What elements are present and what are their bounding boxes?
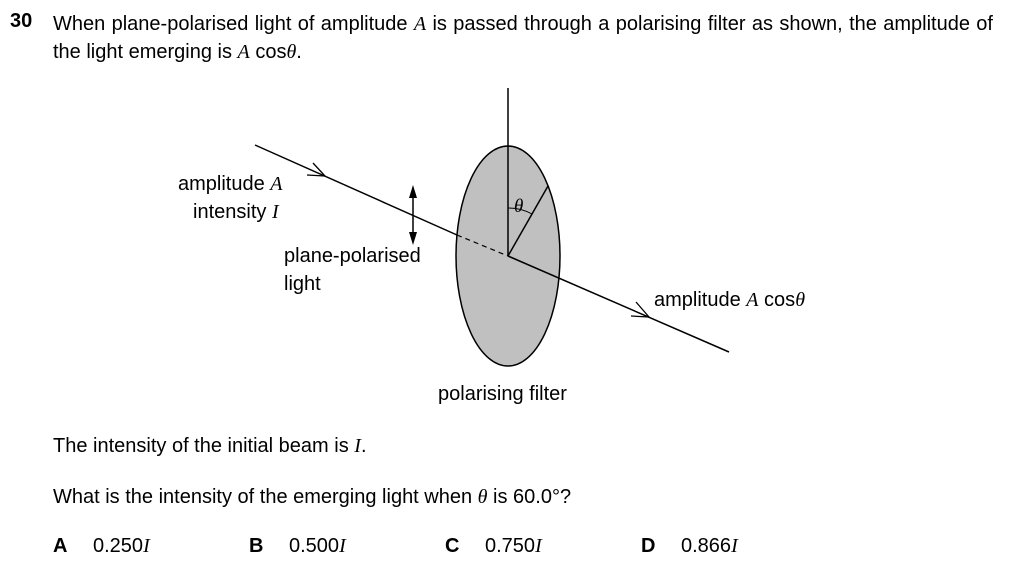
stem-amplitude-var: A <box>413 13 427 35</box>
label-emerging-text: amplitude <box>654 289 747 311</box>
filter-angled-axis <box>507 185 549 257</box>
question-stem: When plane-polarised light of amplitude … <box>53 10 993 66</box>
label-intensity: intensity I <box>193 198 279 226</box>
intensity-suffix: . <box>360 435 367 457</box>
option-d-unit: I <box>731 535 738 557</box>
option-a[interactable]: A 0.250I <box>53 532 150 560</box>
emerging-beam <box>507 255 730 353</box>
option-c[interactable]: C 0.750I <box>445 532 542 560</box>
label-amplitude: amplitude A <box>178 170 283 198</box>
initial-intensity-statement: The intensity of the initial beam is I. <box>53 432 367 460</box>
stem-suffix: . <box>296 41 302 63</box>
label-amplitude-var: A <box>270 173 283 195</box>
question-suffix: is 60.0°? <box>487 486 572 508</box>
option-d[interactable]: D 0.866I <box>641 532 738 560</box>
stem-expr-func: cos <box>249 41 287 63</box>
option-b[interactable]: B 0.500I <box>249 532 346 560</box>
option-a-unit: I <box>143 535 150 557</box>
label-light: light <box>284 273 321 295</box>
stem-middle: is passed through a polarising filter as… <box>53 13 993 63</box>
intensity-text: The intensity of the initial beam is <box>53 435 355 457</box>
label-plane-polarised: plane-polarised <box>284 245 421 267</box>
double-arrow-bottom-head <box>409 232 417 245</box>
incident-beam-arrowhead <box>306 162 327 177</box>
stem-expr-angle: θ <box>286 41 297 63</box>
double-arrow-top-head <box>409 185 417 198</box>
stem-prefix: When plane-polarised light of amplitude <box>53 13 414 35</box>
option-d-value: 0.866 <box>681 535 732 557</box>
emerging-beam-arrowhead <box>630 301 651 318</box>
label-intensity-var: I <box>271 201 279 223</box>
stem-expr-var: A <box>237 41 250 63</box>
hidden-beam-dashed <box>456 234 509 257</box>
question-text: What is the intensity of the emerging li… <box>53 486 478 508</box>
question-prompt: What is the intensity of the emerging li… <box>53 483 571 511</box>
option-b-key: B <box>249 535 264 557</box>
option-c-value: 0.750 <box>485 535 536 557</box>
label-amplitude-text: amplitude <box>178 173 271 195</box>
question-number: 30 <box>10 10 33 32</box>
label-emerging-amplitude: amplitude A cosθ <box>654 286 805 314</box>
question-angle: θ <box>477 486 488 508</box>
option-c-key: C <box>445 535 460 557</box>
option-c-unit: I <box>535 535 542 557</box>
option-d-key: D <box>641 535 656 557</box>
label-intensity-text: intensity <box>193 201 272 223</box>
label-polarising-filter: polarising filter <box>438 383 567 405</box>
theta-arc <box>507 207 533 215</box>
option-a-key: A <box>53 535 68 557</box>
label-emerging-var: A <box>746 289 759 311</box>
option-b-value: 0.500 <box>289 535 340 557</box>
option-b-unit: I <box>339 535 346 557</box>
label-emerging-angle: θ <box>795 289 806 311</box>
theta-label: θ <box>514 196 523 217</box>
intensity-var: I <box>354 435 361 457</box>
option-a-value: 0.250 <box>93 535 144 557</box>
label-emerging-func: cos <box>758 289 796 311</box>
incident-beam <box>254 144 458 236</box>
